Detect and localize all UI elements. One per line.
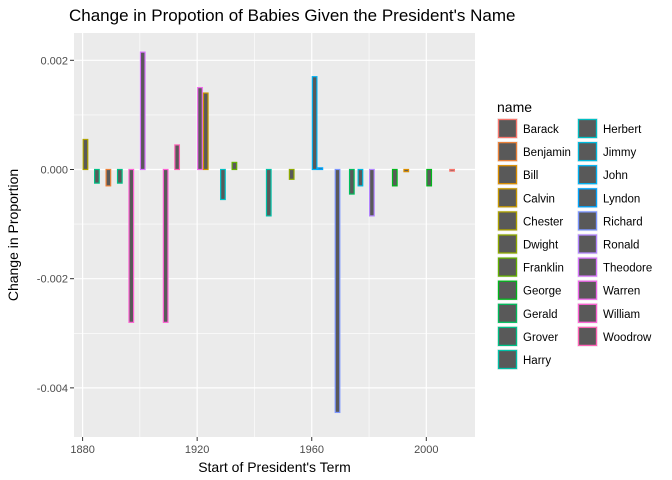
x-tick-label: 2000 [414, 444, 438, 456]
legend-label-barack: Barack [523, 124, 559, 136]
bar-woodrow-1913 [174, 144, 181, 171]
legend: name Barack Benjamin Bill Calvin Chester Dwig… [497, 99, 652, 370]
legend-label-woodrow: Woodrow [603, 332, 652, 344]
bar-jimmy-1977 [357, 168, 364, 187]
legend-swatch-warren [577, 280, 598, 300]
bar-harry-1945 [265, 168, 272, 217]
bar-grover-1893 [116, 168, 123, 184]
x-tick-label: 1920 [185, 444, 209, 456]
y-axis-title: Change in Proportion [5, 169, 21, 301]
legend-swatch-lyndon [577, 188, 598, 208]
legend-label-herbert: Herbert [603, 124, 642, 136]
legend-title: name [497, 99, 532, 115]
legend-swatch-ronald [577, 234, 598, 254]
bar-franklin-1933 [231, 161, 238, 171]
legend-swatch-barack [497, 118, 518, 139]
legend-label-george: George [523, 286, 561, 298]
bar-chester-1881 [82, 138, 89, 171]
legend-swatch-theodore [577, 257, 598, 277]
bar-bill-1993 [403, 168, 410, 173]
bar-benjamin-1889 [105, 168, 112, 187]
legend-swatch-calvin [497, 188, 518, 208]
bar-warren-1921 [197, 86, 203, 171]
legend-label-chester: Chester [523, 216, 563, 228]
legend-swatch-gerald [497, 303, 518, 323]
legend-label-harry: Harry [523, 355, 551, 367]
legend-label-calvin: Calvin [523, 193, 555, 205]
legend-swatch-dwight [497, 234, 518, 254]
legend-label-richard: Richard [603, 216, 643, 228]
x-axis-title: Start of President's Term [198, 459, 351, 475]
legend-swatch-george [497, 280, 518, 300]
legend-swatch-richard [577, 211, 598, 231]
legend-label-benjamin: Benjamin [523, 147, 571, 159]
legend-label-warren: Warren [603, 286, 640, 298]
bar-william-1897 [128, 168, 135, 323]
legend-label-jimmy: Jimmy [603, 147, 636, 159]
bar-dwight-1953 [288, 168, 295, 180]
legend-label-dwight: Dwight [523, 240, 559, 252]
legend-swatch-woodrow [577, 326, 598, 347]
bar-grover-1885 [94, 168, 100, 184]
bar-gerald-1974 [348, 168, 355, 195]
legend-label-theodore: Theodore [603, 263, 652, 275]
y-tick-label: 0.000 [40, 164, 68, 176]
bar-george-1989 [391, 168, 398, 187]
legend-swatch-harry [497, 349, 518, 370]
legend-swatch-jimmy [577, 141, 598, 162]
legend-swatch-franklin [497, 257, 518, 277]
legend-label-william: William [603, 309, 640, 321]
legend-swatch-herbert [577, 118, 598, 139]
bar-ronald-1981 [368, 168, 375, 217]
legend-swatch-john [577, 165, 598, 185]
y-tick-label: -0.004 [37, 383, 68, 395]
x-tick-label: 1880 [70, 444, 94, 456]
bar-barack-2009 [449, 168, 455, 172]
chart-title: Change in Propotion of Babies Given the … [69, 6, 515, 25]
legend-label-gerald: Gerald [523, 309, 558, 321]
axes: 1880 1920 1960 2000 0.002 0.000 -0.002 -0.004 [37, 55, 439, 456]
bar-lyndon-1963 [317, 167, 324, 171]
bars [82, 51, 455, 414]
y-tick-label: 0.002 [40, 55, 68, 67]
legend-label-ronald: Ronald [603, 240, 639, 252]
bar-george-2001 [426, 168, 433, 187]
legend-label-john: John [603, 170, 628, 182]
legend-swatch-benjamin [497, 141, 518, 162]
bar-john-1961 [311, 76, 318, 171]
bar-herbert-1929 [220, 168, 226, 201]
bar-theodore-1901 [139, 51, 146, 171]
bar-richard-1969 [334, 168, 341, 414]
legend-label-bill: Bill [523, 170, 538, 182]
x-tick-label: 1960 [299, 444, 323, 456]
legend-swatch-grover [497, 326, 518, 347]
legend-label-grover: Grover [523, 332, 558, 344]
legend-label-franklin: Franklin [523, 263, 564, 275]
bar-william-1909 [162, 168, 169, 323]
bar-calvin-1923 [202, 92, 209, 171]
legend-swatch-bill [497, 165, 518, 185]
y-tick-label: -0.002 [37, 274, 68, 286]
legend-swatch-chester [497, 211, 518, 231]
legend-swatch-william [577, 303, 598, 323]
legend-label-lyndon: Lyndon [603, 193, 640, 205]
